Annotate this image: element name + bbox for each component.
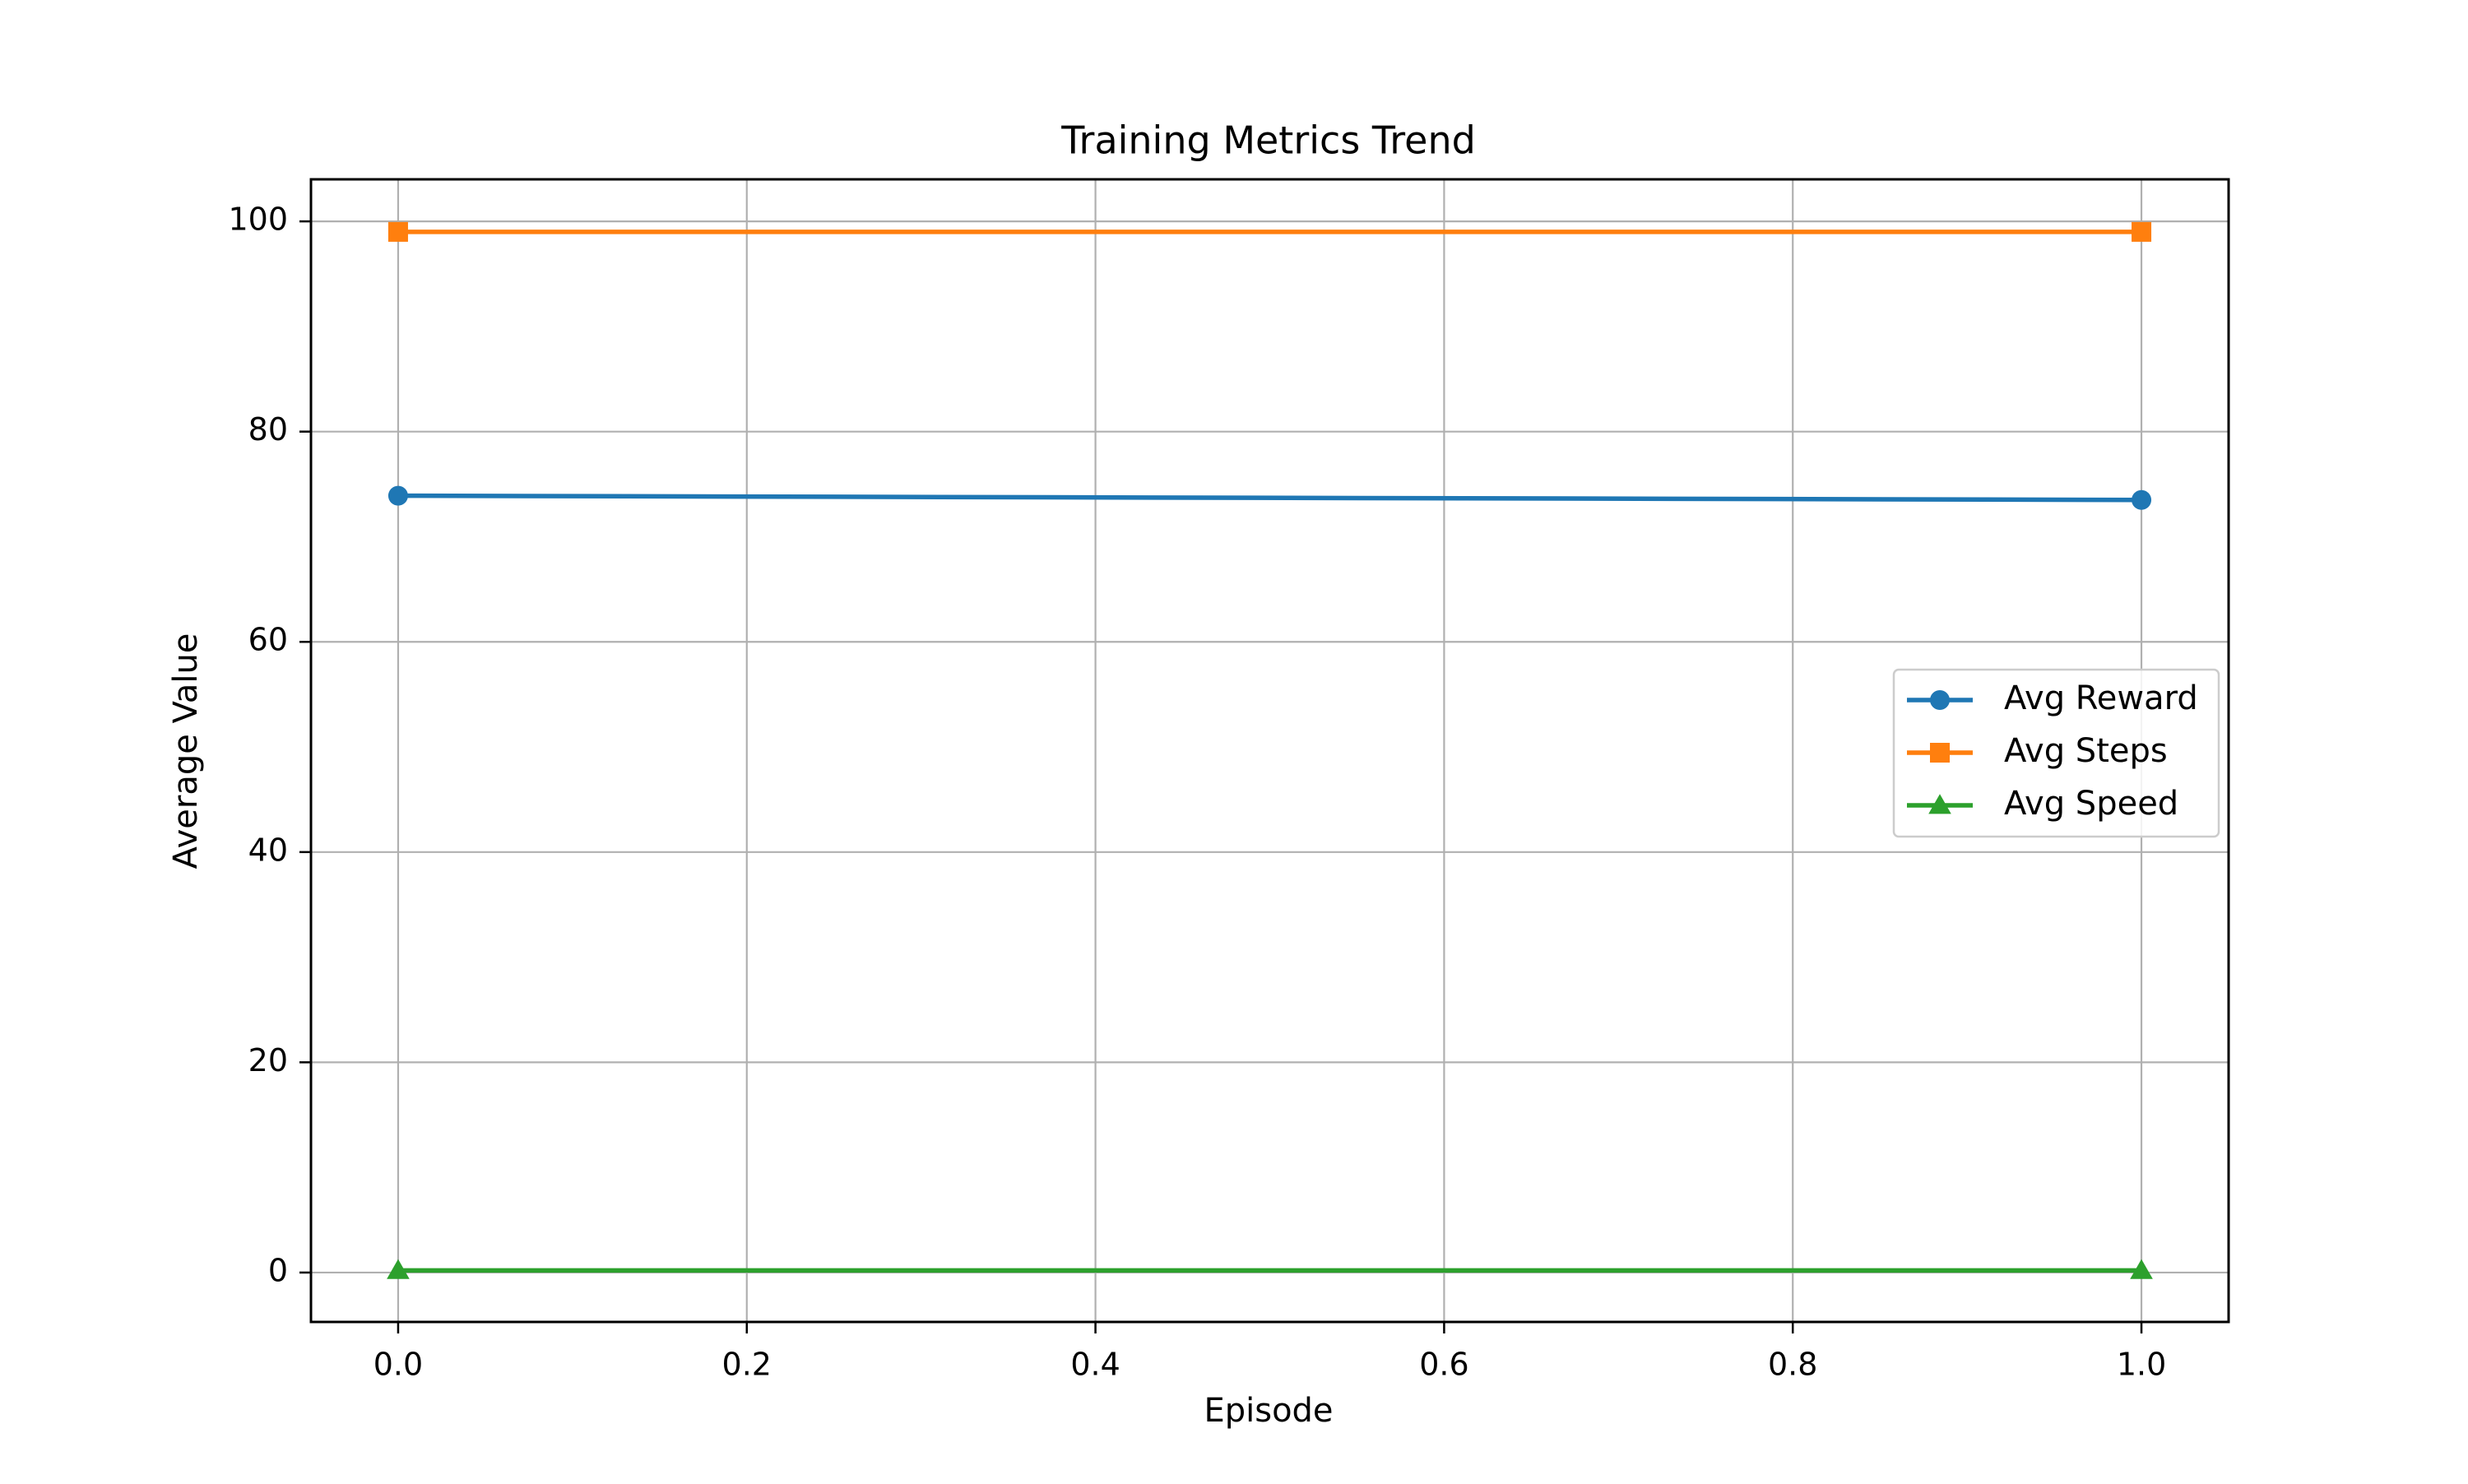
x-axis-label: Episode [1204, 1392, 1333, 1430]
x-tick-label: 0.6 [1419, 1347, 1468, 1383]
series-avg-steps [387, 221, 2152, 242]
data-point-avg-speed [387, 1259, 410, 1279]
y-tick-label: 20 [248, 1042, 288, 1078]
data-point-avg-reward [2132, 489, 2152, 510]
series-layer [387, 221, 2153, 1279]
data-point-avg-reward [387, 485, 408, 506]
series-line-avg-reward [397, 493, 2142, 503]
legend-item: Avg Speed [1907, 785, 2178, 823]
y-tick-label: 100 [228, 202, 288, 238]
x-axis: 0.0 0.2 0.4 0.6 0.8 1.0 [373, 1322, 2166, 1383]
plot-area-frame [309, 178, 2230, 1324]
x-tick-label: 0.2 [722, 1347, 772, 1383]
y-tick-label: 0 [268, 1252, 288, 1288]
data-point-avg-speed [2130, 1259, 2153, 1279]
chart-title: Training Metrics Trend [1060, 118, 1476, 163]
y-tick-label: 60 [248, 622, 288, 658]
legend-box [1892, 668, 2220, 838]
series-avg-speed [387, 1259, 2153, 1279]
y-axis-label: Average Value [167, 633, 205, 870]
legend-marker [1930, 743, 1950, 763]
series-avg-reward [387, 485, 2152, 510]
legend: Avg Reward Avg Steps Avg Speed [1892, 668, 2220, 838]
x-tick-label: 0.4 [1070, 1347, 1120, 1383]
data-point-avg-steps [2132, 221, 2152, 242]
legend-marker [1930, 690, 1950, 710]
y-tick-label: 40 [248, 832, 288, 868]
x-tick-label: 0.8 [1768, 1347, 1817, 1383]
legend-label: Avg Reward [2004, 679, 2198, 717]
y-tick-label: 80 [248, 411, 288, 448]
legend-item: Avg Reward [1907, 679, 2198, 717]
legend-label: Avg Steps [2004, 732, 2168, 770]
x-tick-label: 1.0 [2117, 1347, 2166, 1383]
legend-label: Avg Speed [2004, 785, 2178, 823]
legend-marker [1928, 794, 1951, 814]
legend-item: Avg Steps [1907, 732, 2168, 770]
data-point-avg-steps [387, 221, 408, 242]
x-tick-label: 0.0 [373, 1347, 423, 1383]
y-axis: 0 20 40 60 80 100 [228, 202, 311, 1288]
